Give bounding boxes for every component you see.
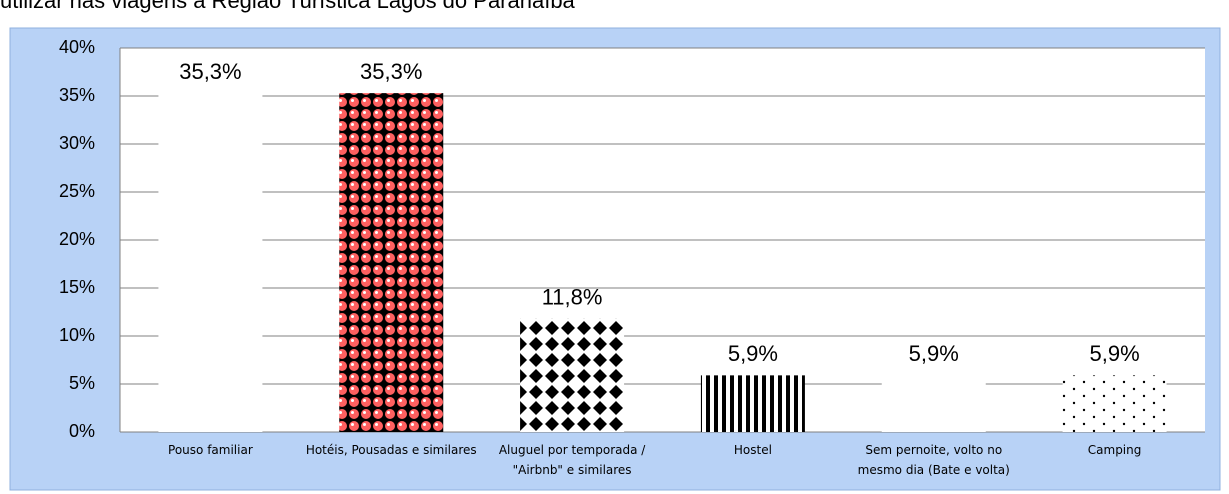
- x-tick-label: Pouso familiar: [168, 443, 253, 457]
- data-label: 35,3%: [360, 59, 422, 84]
- bar: [520, 318, 625, 432]
- bar: [700, 375, 805, 432]
- x-tick-label: Hostel: [733, 443, 772, 457]
- y-tick-label: 20%: [59, 229, 95, 249]
- bar: [158, 93, 263, 433]
- x-tick-label: Aluguel por temporada / "Airbnb" e simil…: [498, 443, 646, 477]
- data-label: 5,9%: [728, 341, 778, 366]
- y-tick-label: 35%: [59, 85, 95, 105]
- y-tick-label: 0%: [69, 421, 95, 441]
- y-tick-label: 25%: [59, 181, 95, 201]
- data-label: 5,9%: [1090, 341, 1140, 366]
- y-tick-label: 5%: [69, 373, 95, 393]
- data-label: 5,9%: [909, 341, 959, 366]
- x-tick-label: Camping: [1087, 443, 1142, 457]
- y-tick-label: 15%: [59, 277, 95, 297]
- bar: [881, 375, 986, 432]
- bar: [1062, 375, 1167, 432]
- data-label: 35,3%: [179, 59, 241, 84]
- bar: [339, 93, 444, 433]
- y-tick-label: 40%: [59, 37, 95, 57]
- y-tick-label: 10%: [59, 325, 95, 345]
- chart-title: utilizar nas viagens à Região Turística …: [0, 0, 576, 13]
- data-label: 11,8%: [542, 285, 603, 310]
- x-tick-label: Sem pernoite, volto no mesmo dia (Bate e…: [857, 443, 1010, 477]
- x-tick-label: Hotéis, Pousadas e similares: [305, 443, 477, 457]
- y-tick-label: 30%: [59, 133, 95, 153]
